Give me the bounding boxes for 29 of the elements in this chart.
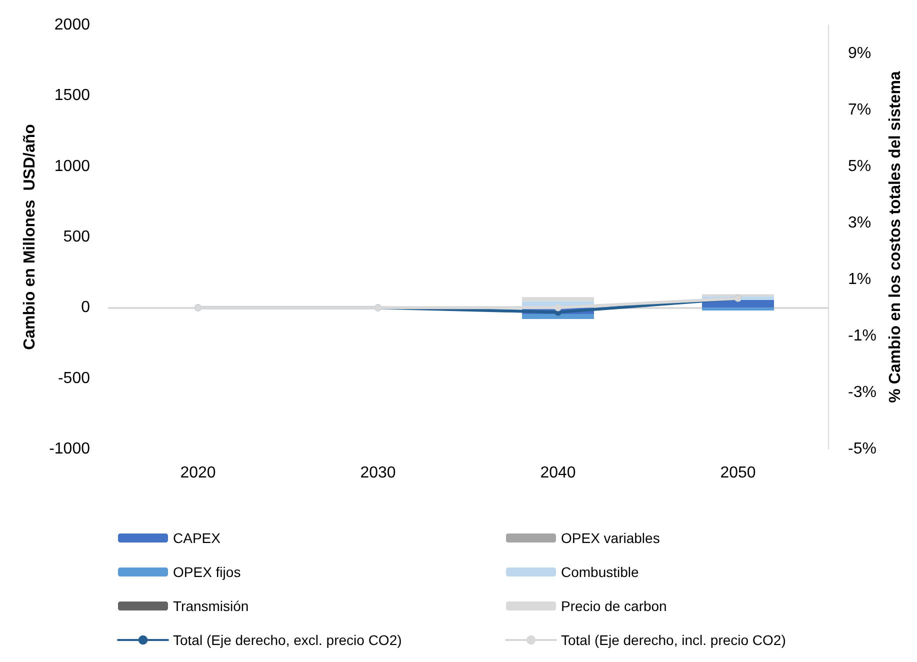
legend-label: Total (Eje derecho, incl. precio CO2): [561, 632, 786, 648]
legend-label: Combustible: [561, 564, 640, 580]
y2-tick-label: -1%: [848, 327, 876, 344]
y-tick-label: 0: [81, 299, 90, 316]
y2-tick-label: -5%: [848, 440, 876, 458]
y-axis-title: Cambio en Millones USD/año: [22, 124, 38, 350]
legend-label: Transmisión: [173, 598, 249, 614]
y-tick-label: -1000: [49, 440, 90, 458]
y-tick-label: 2000: [54, 16, 90, 34]
y2-tick-label: 5%: [848, 158, 872, 175]
y2-axis-title: % Cambio en los costos totales del sistema: [886, 71, 904, 403]
legend-label: Total (Eje derecho, excl. precio CO2): [173, 632, 402, 648]
x-tick-label: 2040: [540, 464, 576, 482]
legend-label: OPEX fijos: [173, 564, 241, 580]
legend-label: OPEX variables: [561, 530, 660, 546]
y2-tick-label: 1%: [848, 270, 872, 288]
y2-tick-label: -3%: [848, 384, 876, 401]
x-tick-label: 2050: [720, 464, 756, 482]
legend-label: CAPEX: [173, 530, 222, 546]
x-tick-label: 2020: [180, 464, 216, 482]
x-tick-label: 2030: [360, 464, 396, 482]
y2-tick-label: 7%: [848, 101, 872, 118]
y-tick-label: 1000: [54, 158, 90, 175]
y-tick-label: 500: [63, 228, 90, 246]
y-tick-label: 1500: [54, 87, 90, 104]
legend-label: Precio de carbon: [561, 598, 667, 614]
y-tick-label: -500: [58, 370, 90, 387]
y2-tick-label: 9%: [848, 44, 872, 62]
y2-tick-label: 3%: [848, 214, 872, 232]
